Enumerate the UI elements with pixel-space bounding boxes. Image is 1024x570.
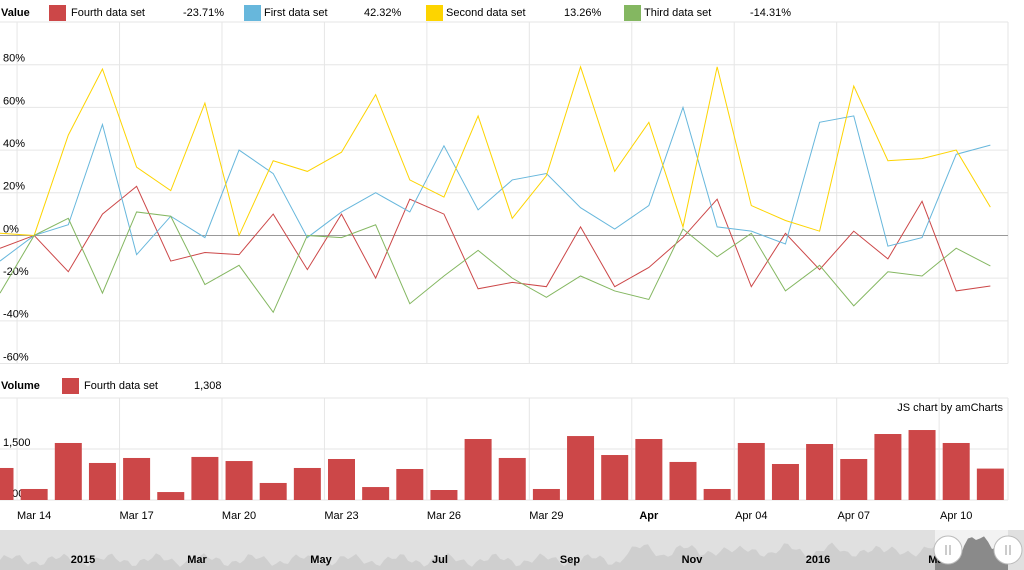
legend-title: Value [1,7,30,19]
legend-label: Fourth data set [71,7,145,19]
y-tick-label: 0% [3,223,19,235]
bar [430,490,458,500]
y-tick-label: -20% [3,266,29,278]
legend-value: 42.32% [364,7,402,19]
scroller-handle[interactable] [933,535,963,565]
bar [976,468,1004,500]
bar [259,482,287,500]
scroller-label: Jul [432,554,448,566]
y-tick-label: 40% [3,138,25,150]
bar [874,434,902,500]
scroller-label: 2015 [71,554,95,566]
data-line [0,211,991,314]
bar [328,458,355,500]
bar [293,467,321,500]
bar [840,458,868,500]
y-tick-label: -40% [3,309,29,321]
legend-swatch [426,5,443,21]
bar [771,463,799,500]
bar [737,442,765,500]
bar [669,461,697,500]
x-tick-label: Mar 17 [119,510,153,522]
bar [567,436,595,500]
y-tick-label: 20% [3,181,25,193]
bar [54,442,82,500]
bar [157,492,185,500]
bar [191,456,219,500]
bar [0,467,14,500]
bar [601,455,629,500]
x-tick-label: Mar 26 [427,510,461,522]
scroller-graph [0,536,1008,570]
x-tick-label: Mar 23 [324,510,358,522]
y-tick-label: 1,500 [3,437,31,449]
x-tick-label: Mar 20 [222,510,256,522]
bar [464,439,492,500]
bar [908,430,936,500]
legend-title: Volume [1,380,40,392]
legend-value: -14.31% [750,7,791,19]
scroller-label: 2016 [806,554,830,566]
legend-label: Second data set [446,7,526,19]
x-tick-label: Mar 14 [17,510,51,522]
bar [396,468,424,500]
bar [88,462,116,500]
x-tick-label: Mar 29 [529,510,563,522]
legend-label: First data set [264,7,328,19]
data-line [0,185,991,292]
legend-swatch [244,5,261,21]
scroller-label: Sep [560,554,580,566]
bar [532,488,560,500]
bar [20,488,48,500]
legend-value: -23.71% [183,7,224,19]
legend-swatch [49,5,66,21]
bar [498,457,526,500]
bar [225,461,253,500]
legend-swatch [62,378,79,394]
bar [942,442,970,500]
x-tick-label: Apr 04 [735,510,767,522]
bar [806,444,834,500]
scroller-handle[interactable] [993,535,1023,565]
data-line [0,105,991,262]
y-tick-label: 80% [3,53,25,65]
x-tick-label: Apr 07 [838,510,870,522]
bar [635,439,663,500]
bar [123,457,151,500]
y-tick-label: -60% [3,351,29,363]
scroller-label: Nov [682,554,704,566]
y-tick-label: 60% [3,95,25,107]
credit: JS chart by amCharts [897,402,1003,414]
scroller-label: Mar [187,554,207,566]
legend-swatch [624,5,641,21]
x-tick-label: Apr [639,510,659,522]
data-line [0,65,991,237]
legend-value: 1,308 [194,380,222,392]
legend-label: Third data set [644,7,711,19]
scroller-label: May [310,554,332,566]
legend-value: 13.26% [564,7,602,19]
x-tick-label: Apr 10 [940,510,972,522]
bar [703,488,731,500]
legend-label: Fourth data set [84,380,158,392]
bar [362,487,390,500]
